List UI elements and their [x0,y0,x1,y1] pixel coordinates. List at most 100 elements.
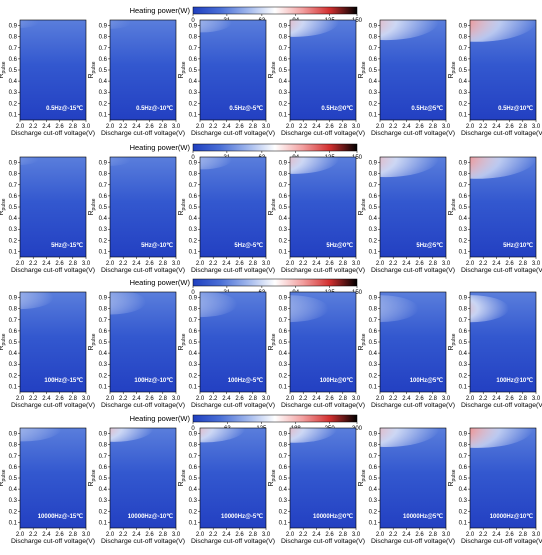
x-tick-label: 2.4 [492,532,501,538]
y-tick-label: 0.3 [279,498,288,504]
colorbar-tick-label: 150 [352,18,363,24]
y-tick-label: 0.1 [9,384,18,390]
y-tick-label: 0.9 [9,296,18,302]
y-tick-label: 0.4 [459,487,468,493]
y-tick-label: 0.1 [459,249,468,255]
y-tick-label: 0.8 [99,307,108,313]
x-tick-label: 2.6 [325,396,334,402]
x-axis-label: Discharge cut-off voltage(V) [281,402,365,409]
x-tick-label: 2.4 [492,396,501,402]
x-axis-label: Discharge cut-off voltage(V) [11,267,95,274]
colorbar-tick-label: 0 [191,290,195,296]
x-tick-label: 2.6 [325,532,334,538]
x-tick-label: 2.0 [16,124,25,130]
y-tick-label: 0.4 [279,216,288,222]
x-tick-label: 2.6 [145,124,154,130]
y-tick-label: 0.3 [189,498,198,504]
y-tick-label: 0.8 [189,172,198,178]
x-tick-label: 2.0 [286,532,295,538]
x-tick-label: 2.8 [429,532,438,538]
heatmap-field [20,428,86,528]
x-tick-label: 2.0 [466,261,475,267]
y-tick-label: 0.5 [189,205,198,211]
y-tick-label: 0.4 [189,216,198,222]
x-tick-label: 3.0 [262,532,271,538]
x-tick-label: 2.8 [249,261,258,267]
y-tick-label: 0.1 [9,249,18,255]
x-tick-label: 2.4 [132,532,141,538]
x-tick-label: 2.2 [29,261,38,267]
x-tick-label: 2.4 [402,124,411,130]
x-tick-label: 2.8 [69,396,78,402]
x-tick-label: 2.2 [479,396,488,402]
x-tick-label: 3.0 [172,396,181,402]
y-tick-label: 0.6 [279,465,288,471]
x-tick-label: 2.8 [429,396,438,402]
panel-label: 0.5Hz@-5℃ [229,105,263,112]
y-tick-label: 0.7 [369,46,378,52]
x-tick-label: 2.2 [29,124,38,130]
x-tick-label: 2.4 [492,124,501,130]
x-tick-label: 2.2 [119,396,128,402]
y-tick-label: 0.8 [9,443,18,449]
panel-label: 100Hz@5℃ [410,377,444,384]
hot-spot [20,157,39,165]
x-tick-label: 2.0 [196,532,205,538]
y-axis-label: Rpulse [178,469,187,486]
y-tick-label: 0.8 [369,172,378,178]
y-tick-label: 0.1 [189,520,198,526]
y-axis-label: Rpulse [0,61,7,78]
hot-spot [200,20,232,33]
heatmap-panel: 10000Hz@10℃ 0.1 0.2 0.3 0.4 0.5 0.6 0.7 0.8 0.9 2.… [448,427,542,545]
panel-label: 0.5Hz@10℃ [498,105,533,112]
heatmap-field [290,428,356,528]
x-tick-label: 3.0 [172,261,181,267]
y-tick-label: 0.4 [189,487,198,493]
x-tick-label: 2.6 [415,124,424,130]
panel-label: 10000Hz@5℃ [403,513,443,520]
x-axis-label: Discharge cut-off voltage(V) [461,267,542,274]
y-tick-label: 0.9 [189,24,198,30]
y-tick-label: 0.2 [189,101,198,107]
y-tick-label: 0.6 [99,329,108,335]
y-tick-label: 0.1 [99,112,108,118]
hot-spot [110,428,154,442]
y-tick-label: 0.6 [369,57,378,63]
x-tick-label: 3.0 [352,261,361,267]
y-tick-label: 0.8 [189,443,198,449]
hot-spot [110,157,131,166]
x-tick-label: 2.0 [16,396,25,402]
x-tick-label: 2.4 [42,124,51,130]
y-tick-label: 0.2 [369,373,378,379]
x-tick-label: 2.2 [299,532,308,538]
x-tick-label: 3.0 [82,532,91,538]
y-tick-label: 0.4 [99,216,108,222]
heatmap-panel: 5Hz@-15℃ 0.1 0.2 0.3 0.4 0.5 0.6 0.7 0.8 0.9 2.0 2.… [0,156,95,274]
panel-label: 10000Hz@-5℃ [221,513,263,520]
x-tick-label: 2.6 [505,124,514,130]
y-tick-label: 0.9 [369,432,378,438]
y-tick-label: 0.9 [99,296,108,302]
y-tick-label: 0.6 [279,57,288,63]
y-tick-label: 0.8 [189,307,198,313]
y-tick-label: 0.5 [279,205,288,211]
y-tick-label: 0.1 [279,520,288,526]
y-tick-label: 0.3 [99,90,108,96]
x-axis-label: Discharge cut-off voltage(V) [461,130,542,137]
x-tick-label: 2.6 [415,532,424,538]
y-tick-label: 0.5 [459,205,468,211]
y-axis-label: Rpulse [358,333,367,350]
y-tick-label: 0.1 [459,384,468,390]
y-tick-label: 0.5 [189,340,198,346]
y-tick-label: 0.8 [9,172,18,178]
x-tick-label: 2.6 [145,396,154,402]
x-tick-label: 2.6 [145,261,154,267]
y-tick-label: 0.9 [99,432,108,438]
colorbar-title: Heating power(W) [130,6,191,15]
y-tick-label: 0.7 [189,183,198,189]
x-tick-label: 2.0 [16,261,25,267]
x-tick-label: 2.8 [159,261,168,267]
x-axis-label: Discharge cut-off voltage(V) [281,130,365,137]
y-tick-label: 0.8 [279,443,288,449]
x-tick-label: 2.6 [55,396,64,402]
